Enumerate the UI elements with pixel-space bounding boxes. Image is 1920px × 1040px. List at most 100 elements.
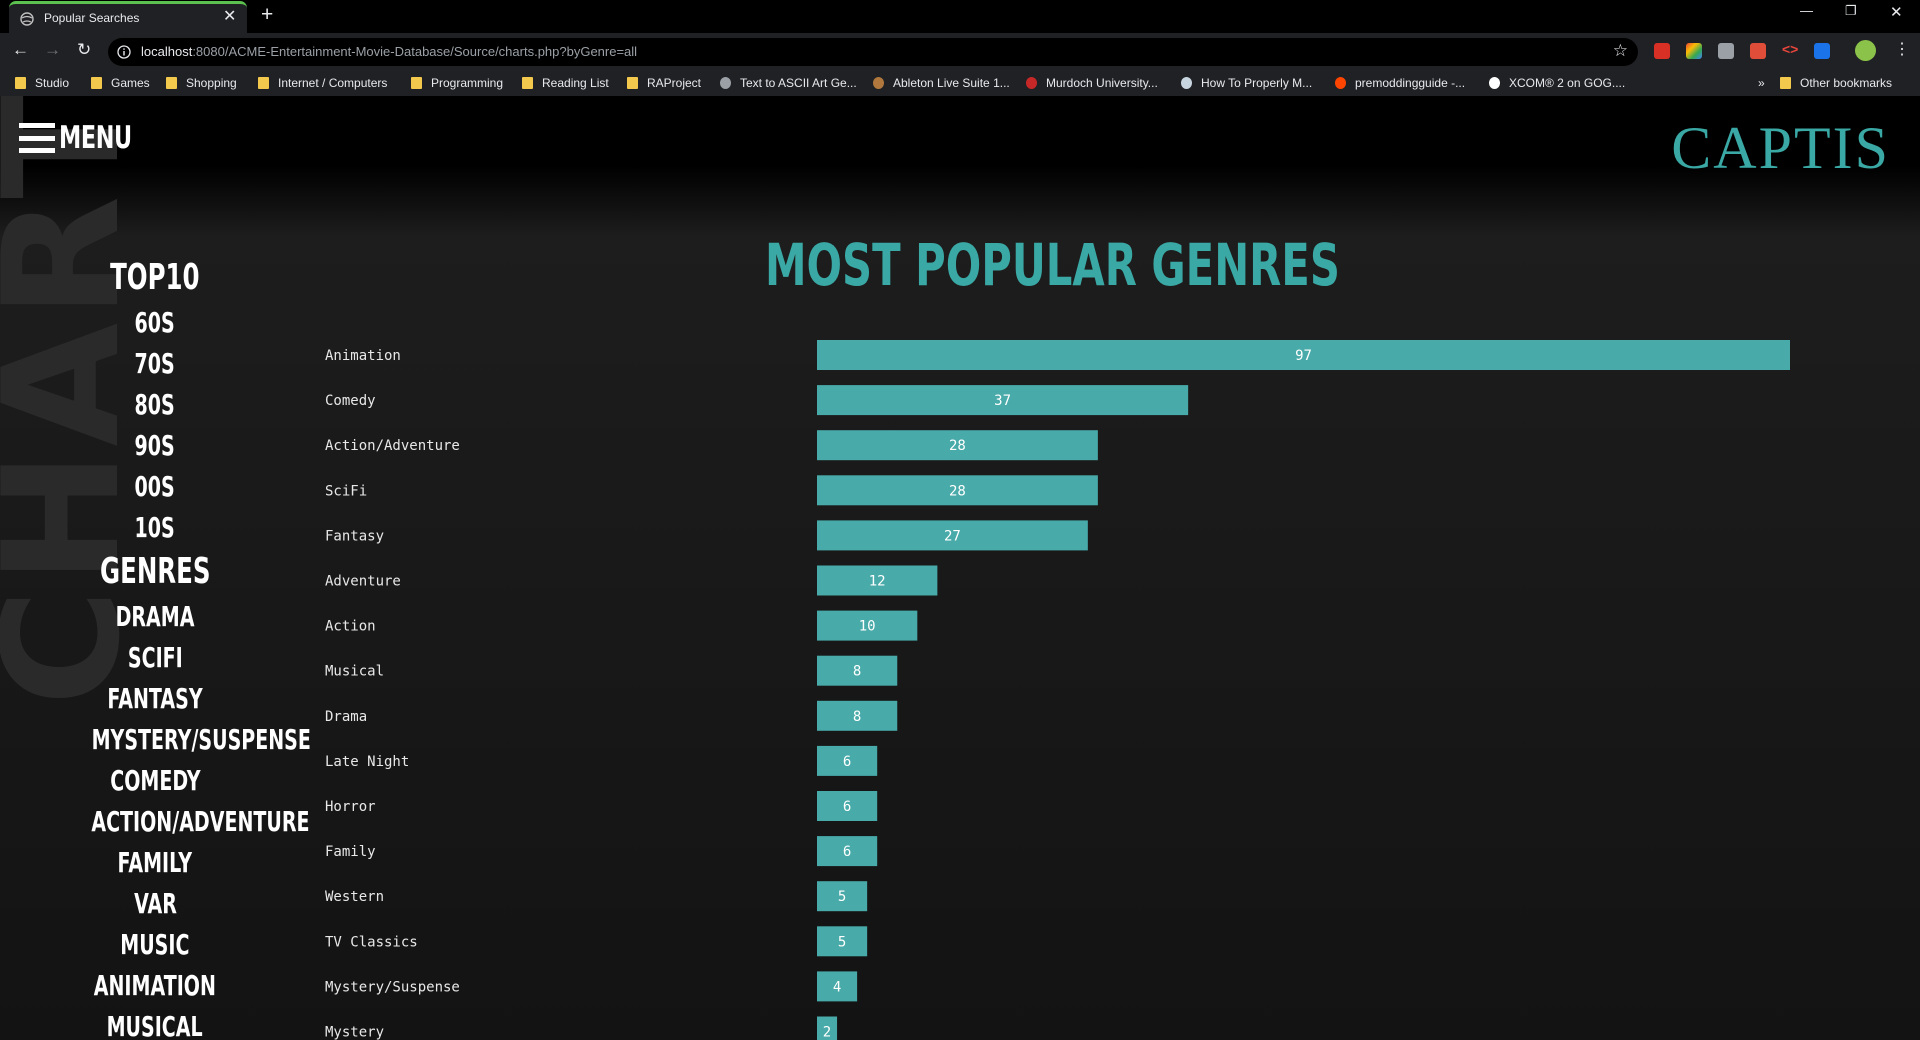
folder-icon (91, 77, 102, 89)
sidenav-item-drama[interactable]: DRAMA (40, 596, 270, 637)
sidenav-item-label: 90S (134, 429, 176, 462)
category-label: Western (325, 889, 384, 905)
bookmark-label: premoddingguide -... (1355, 76, 1466, 90)
sidenav-item-label: 60S (134, 306, 176, 339)
category-label: Fantasy (325, 528, 384, 544)
category-label: Animation (325, 348, 401, 364)
sidenav-item-label: 00S (134, 470, 176, 503)
sidenav-item-label: TOP10 (110, 257, 200, 298)
sidenav-item-genres[interactable]: GENRES (40, 548, 270, 596)
bookmark-label: Programming (431, 76, 504, 90)
sidenav-item-var[interactable]: VAR (40, 883, 270, 924)
back-arrow-icon[interactable]: ← (12, 40, 29, 59)
value-label: 2 (823, 1025, 831, 1040)
bar (817, 1016, 838, 1040)
tab-title: Popular Searches (44, 11, 140, 25)
close-tab-icon[interactable]: ✕ (223, 8, 237, 25)
sidenav-item-label: COMEDY (109, 764, 201, 797)
bookmark-item[interactable]: How To Properly M... (1181, 76, 1312, 90)
sidenav-item-80s[interactable]: 80S (40, 384, 270, 425)
reddit-icon (1335, 77, 1346, 89)
sidenav-item-scifi[interactable]: SCIFI (40, 637, 270, 678)
value-label: 28 (949, 483, 966, 499)
site-logo[interactable]: CAPTIS (1671, 115, 1890, 181)
bar (817, 340, 1790, 370)
bar (817, 565, 938, 596)
category-label: Musical (325, 664, 384, 680)
category-label: Comedy (325, 393, 376, 409)
bookmark-item[interactable]: XCOM® 2 on GOG.... (1489, 76, 1625, 90)
forward-arrow-icon[interactable]: → (44, 40, 61, 59)
url-path: :8080/ACME-Entertainment-Movie-Database/… (192, 44, 638, 59)
sidenav-item-label: GENRES (99, 551, 211, 592)
bookmark-item[interactable]: Murdoch University... (1026, 76, 1158, 90)
sidenav-item-00s[interactable]: 00S (40, 466, 270, 507)
sidenav-item-comedy[interactable]: COMEDY (40, 760, 270, 801)
other-bookmarks[interactable]: Other bookmarks (1780, 76, 1892, 90)
category-label: Adventure (325, 574, 401, 590)
sidenav-item-label: MYSTERY/SUSPENSE (91, 723, 311, 756)
info-icon[interactable] (117, 45, 131, 59)
sidenav-item-musical[interactable]: MUSICAL (40, 1006, 270, 1040)
sidenav-item-action-adventure[interactable]: ACTION/ADVENTURE (40, 801, 309, 842)
bookmark-label: How To Properly M... (1201, 76, 1313, 90)
bar (817, 520, 1088, 551)
sidenav-item-mystery-suspense[interactable]: MYSTERY/SUSPENSE (40, 719, 311, 760)
bookmark-item[interactable]: RAProject (627, 76, 701, 90)
sidenav-item-10s[interactable]: 10S (40, 507, 270, 548)
code-extension-icon[interactable]: <> (1782, 41, 1799, 57)
reload-icon[interactable]: ↻ (77, 40, 92, 59)
address-bar[interactable]: localhost:8080/ACME-Entertainment-Movie-… (108, 38, 1638, 66)
url-text[interactable]: localhost:8080/ACME-Entertainment-Movie-… (141, 44, 637, 59)
bookmark-label: Internet / Computers (278, 76, 388, 90)
sidenav-item-label: SCIFI (127, 641, 183, 674)
bar (817, 926, 868, 957)
globe-icon (720, 77, 731, 89)
sidenav-item-label: MUSIC (120, 928, 190, 961)
bookmark-item[interactable]: Ableton Live Suite 1... (873, 76, 1010, 90)
bookmark-item[interactable]: Games (91, 76, 150, 90)
sidenav-item-animation[interactable]: ANIMATION (40, 965, 270, 1006)
sidenav-item-label: MUSICAL (106, 1010, 204, 1040)
bookmark-label: XCOM® 2 on GOG.... (1509, 76, 1626, 90)
folder-icon (522, 77, 533, 89)
bookmark-item[interactable]: Internet / Computers (258, 76, 387, 90)
browser-tab[interactable]: Popular Searches ✕ (9, 1, 247, 33)
bookmark-label: Murdoch University... (1046, 76, 1158, 90)
sidenav-item-top10[interactable]: TOP10 (40, 254, 270, 302)
bookmark-item[interactable]: Shopping (166, 76, 237, 90)
sidenav-item-family[interactable]: FAMILY (40, 842, 270, 883)
bookmark-item[interactable]: Text to ASCII Art Ge... (720, 76, 857, 90)
menu-button[interactable]: MENU (19, 120, 160, 156)
sidenav-item-90s[interactable]: 90S (40, 425, 270, 466)
bookmark-star-icon[interactable]: ☆ (1612, 41, 1628, 60)
close-window-button[interactable]: ✕ (1890, 4, 1903, 21)
new-tab-button[interactable]: + (261, 3, 274, 26)
bookmarks-overflow-button[interactable]: » (1758, 76, 1765, 90)
restore-button[interactable]: ❐ (1845, 3, 1857, 18)
sidenav-item-fantasy[interactable]: FANTASY (40, 678, 270, 719)
bookmark-label: Shopping (186, 76, 237, 90)
shield-extension-icon[interactable] (1814, 43, 1830, 59)
pocket-extension-icon[interactable] (1750, 43, 1766, 59)
sidenav-item-60s[interactable]: 60S (40, 302, 270, 343)
value-label: 27 (944, 528, 961, 544)
more-menu-icon[interactable]: ⋮ (1894, 41, 1910, 58)
value-label: 5 (838, 934, 846, 950)
browser-toolbar: ← → ↻ localhost:8080/ACME-Entertainment-… (0, 33, 1920, 71)
avatar[interactable] (1855, 40, 1876, 61)
bookmark-item[interactable]: Studio (15, 76, 69, 90)
archive-extension-icon[interactable] (1718, 43, 1734, 59)
minimize-button[interactable]: — (1800, 3, 1813, 18)
youtube-extension-icon[interactable] (1654, 43, 1670, 59)
bookmark-label: Text to ASCII Art Ge... (740, 76, 857, 90)
sidenav-item-70s[interactable]: 70S (40, 343, 270, 384)
color-extension-icon[interactable] (1686, 43, 1702, 59)
bookmark-item[interactable]: Programming (411, 76, 503, 90)
value-label: 6 (843, 799, 851, 815)
bar (817, 881, 868, 912)
bookmark-item[interactable]: Reading List (522, 76, 609, 90)
university-icon (1026, 77, 1037, 89)
sidenav-item-music[interactable]: MUSIC (40, 924, 270, 965)
bookmark-item[interactable]: premoddingguide -... (1335, 76, 1465, 90)
